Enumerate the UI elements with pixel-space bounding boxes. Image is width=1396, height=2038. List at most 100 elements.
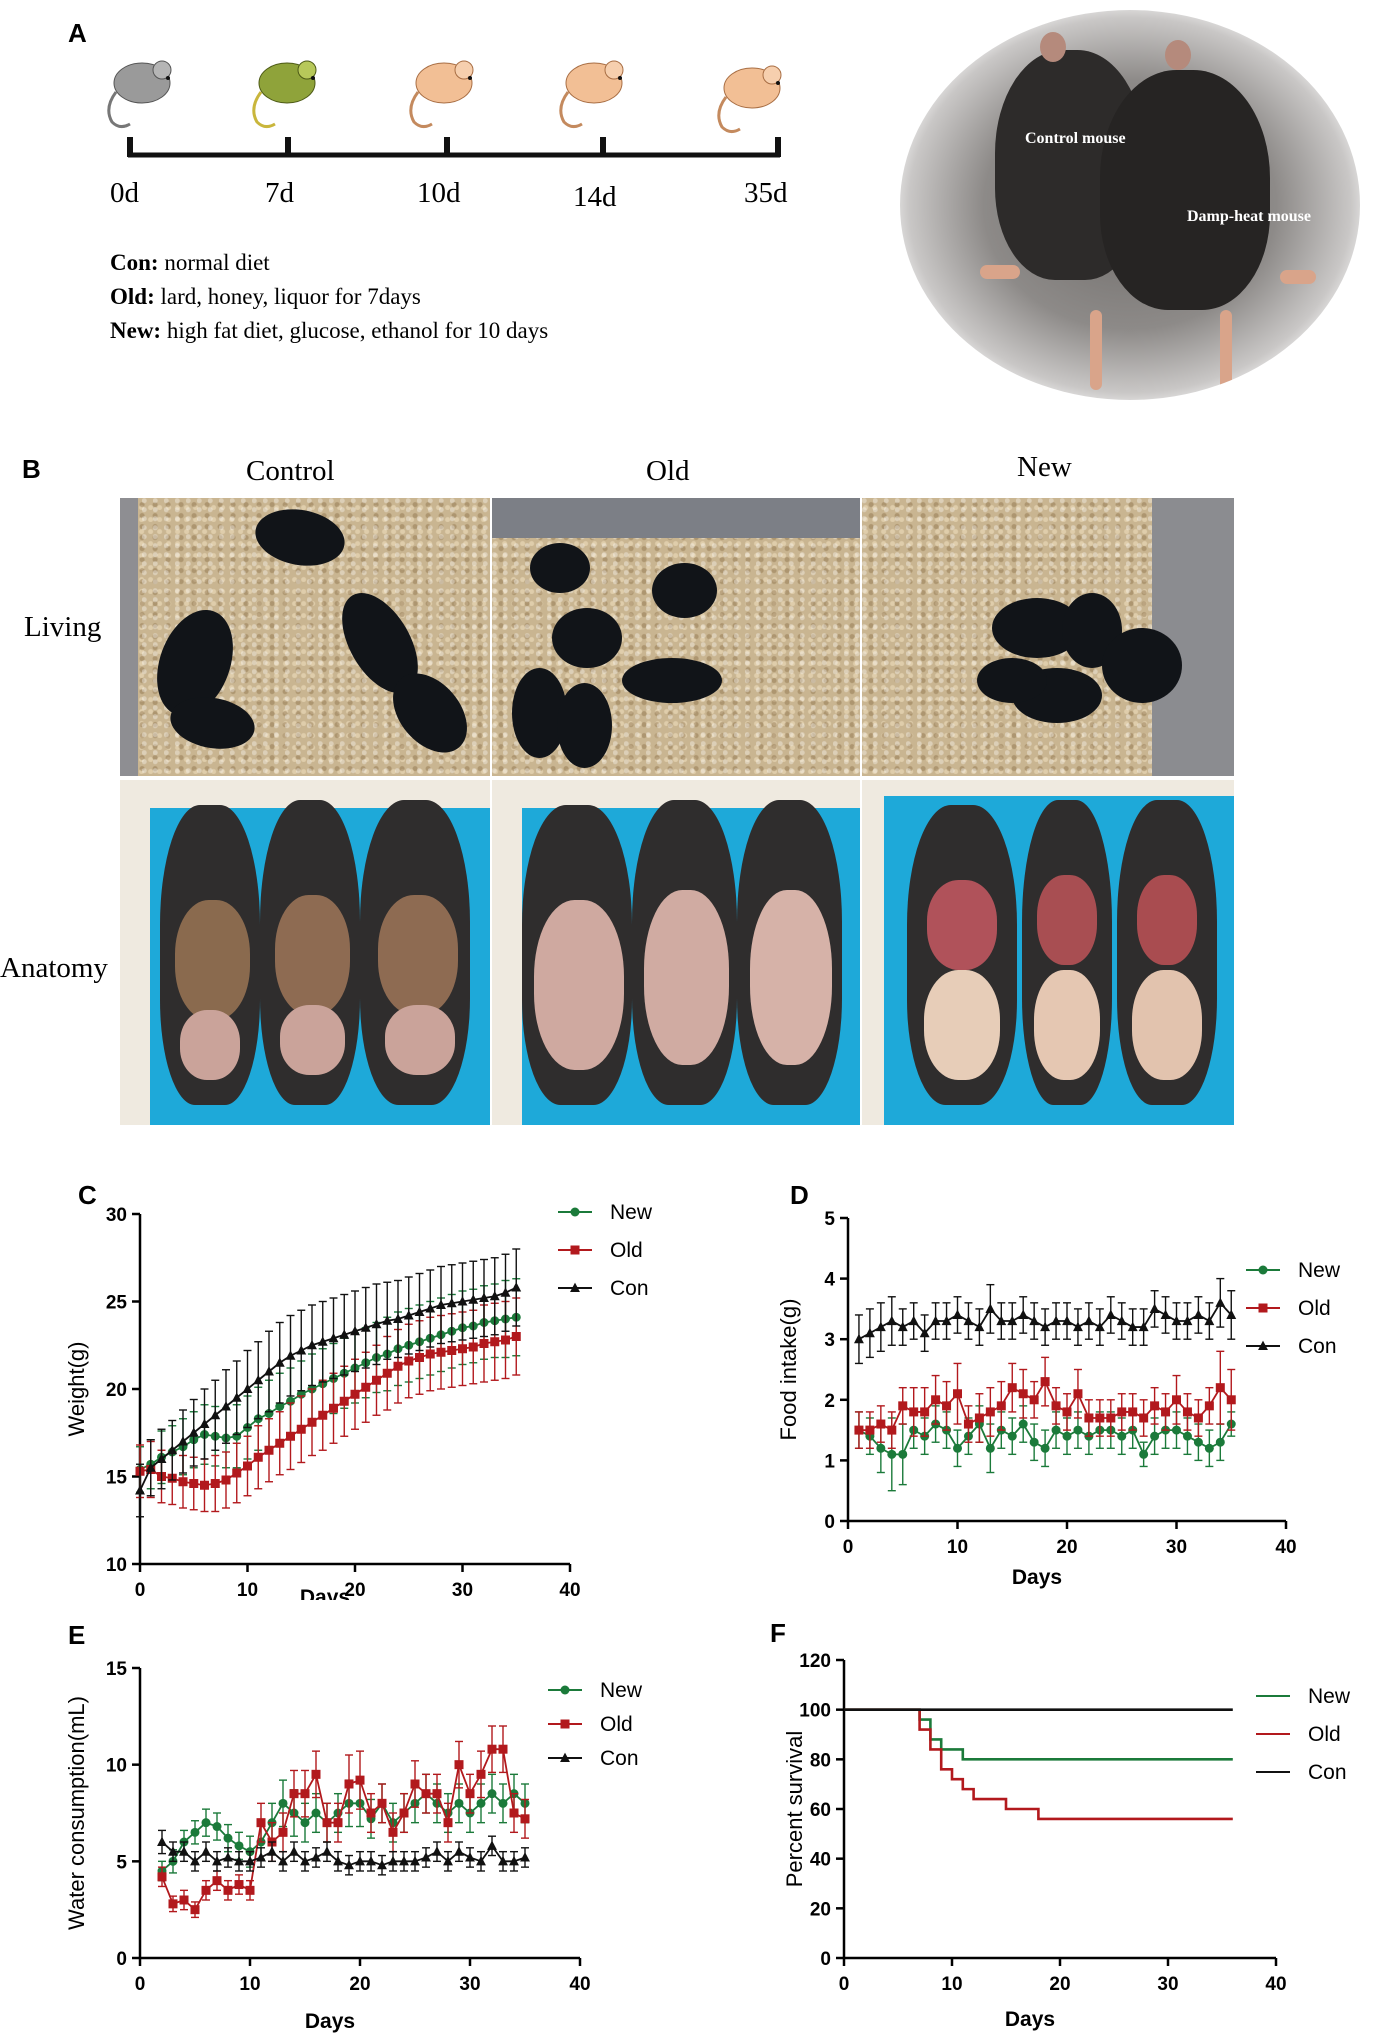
data-point xyxy=(898,1449,908,1459)
data-point xyxy=(1204,1443,1214,1453)
series-line xyxy=(139,1286,517,1491)
data-point xyxy=(887,1449,897,1459)
data-point xyxy=(1138,1321,1149,1332)
data-point xyxy=(307,1417,317,1427)
data-point xyxy=(355,1775,365,1785)
legend-label: Con xyxy=(1308,1761,1347,1784)
x-tick-label: 20 xyxy=(344,1580,365,1600)
data-point xyxy=(1105,1309,1116,1320)
damp-heat-mouse-label: Damp-heat mouse xyxy=(1187,208,1311,225)
living-photo-old xyxy=(492,498,860,776)
data-point xyxy=(393,1361,403,1371)
data-point xyxy=(425,1303,436,1313)
data-point xyxy=(307,1339,317,1350)
data-point xyxy=(1139,1449,1149,1459)
y-axis-title: Water consumption(mL) xyxy=(64,1696,89,1930)
data-point xyxy=(350,1325,360,1336)
row-header-anatomy: Anatomy xyxy=(0,952,108,984)
data-point xyxy=(1117,1431,1127,1441)
data-point xyxy=(190,1827,200,1837)
chart-food-intake: 0 10 20 30 40 0 1 2 3 4 5 Days Food intake(g) New Old C… xyxy=(776,1209,1341,1589)
series-old xyxy=(157,1725,530,1919)
anatomy-photo-control xyxy=(120,780,490,1125)
data-point xyxy=(234,1880,244,1890)
data-point xyxy=(985,1443,995,1453)
data-point xyxy=(199,1418,210,1429)
data-point xyxy=(1073,1389,1083,1399)
series-old xyxy=(844,1708,1233,1821)
y-tick-label: 1 xyxy=(824,1451,835,1472)
data-point xyxy=(432,1846,442,1856)
y-tick-label: 3 xyxy=(824,1330,835,1351)
data-point xyxy=(1007,1315,1018,1326)
column-header-new: New xyxy=(1017,451,1072,483)
data-point xyxy=(443,1855,453,1866)
data-point xyxy=(1204,1315,1215,1326)
data-point xyxy=(223,1885,233,1895)
data-point xyxy=(1094,1321,1105,1332)
data-point xyxy=(210,1409,221,1420)
legend-label: New xyxy=(600,1679,643,1702)
data-point xyxy=(393,1313,403,1324)
data-point xyxy=(156,1453,167,1464)
data-point xyxy=(221,1401,231,1411)
data-point xyxy=(436,1347,446,1357)
x-tick-label: 30 xyxy=(1166,1537,1187,1558)
data-point xyxy=(432,1789,442,1799)
panel-f-letter: F xyxy=(770,1618,786,1648)
data-point xyxy=(388,1827,398,1837)
y-tick-label: 5 xyxy=(116,1852,127,1873)
y-tick-label: 15 xyxy=(106,1659,128,1680)
y-tick-label: 4 xyxy=(824,1270,835,1291)
data-point xyxy=(1193,1437,1203,1447)
data-point xyxy=(1193,1309,1204,1320)
data-point xyxy=(333,1855,343,1866)
data-point xyxy=(447,1346,457,1355)
data-point xyxy=(898,1401,908,1411)
legend-marker xyxy=(570,1282,580,1293)
data-point xyxy=(1029,1437,1039,1447)
y-tick-label: 0 xyxy=(820,1949,831,1970)
data-point xyxy=(274,1357,285,1367)
data-point xyxy=(366,1808,376,1818)
legend-marker xyxy=(560,1719,570,1729)
x-tick-label: 30 xyxy=(452,1580,473,1600)
data-point xyxy=(234,1841,244,1851)
data-point xyxy=(212,1855,222,1866)
data-point xyxy=(1051,1401,1061,1411)
data-point xyxy=(1215,1383,1225,1393)
data-point xyxy=(377,1798,387,1808)
data-point xyxy=(520,1814,530,1824)
data-point xyxy=(1226,1309,1237,1320)
data-point xyxy=(135,1485,145,1495)
data-point xyxy=(311,1808,321,1818)
data-point xyxy=(414,1306,425,1317)
data-point xyxy=(930,1315,941,1326)
data-point xyxy=(1226,1395,1236,1405)
data-point xyxy=(520,1852,530,1862)
data-point xyxy=(311,1852,321,1862)
data-point xyxy=(465,1852,475,1862)
data-point xyxy=(322,1818,332,1828)
data-point xyxy=(278,1798,288,1808)
data-point xyxy=(267,1846,277,1856)
data-point xyxy=(278,1827,288,1837)
data-point xyxy=(476,1855,486,1866)
legend-label: New xyxy=(610,1201,653,1224)
data-point xyxy=(1018,1389,1028,1399)
data-point xyxy=(1073,1321,1083,1332)
data-point xyxy=(476,1798,486,1808)
y-tick-label: 0 xyxy=(824,1512,835,1533)
data-point xyxy=(897,1321,908,1332)
data-point xyxy=(168,1846,178,1856)
x-tick-label: 0 xyxy=(135,1580,146,1600)
y-tick-label: 10 xyxy=(106,1756,127,1777)
x-tick-label: 30 xyxy=(1157,1974,1178,1995)
data-point xyxy=(479,1339,489,1348)
data-point xyxy=(1083,1315,1094,1326)
data-point xyxy=(201,1846,211,1856)
series-line xyxy=(161,1841,526,1867)
data-point xyxy=(361,1382,371,1392)
data-point xyxy=(498,1855,508,1866)
data-point xyxy=(403,1310,414,1320)
